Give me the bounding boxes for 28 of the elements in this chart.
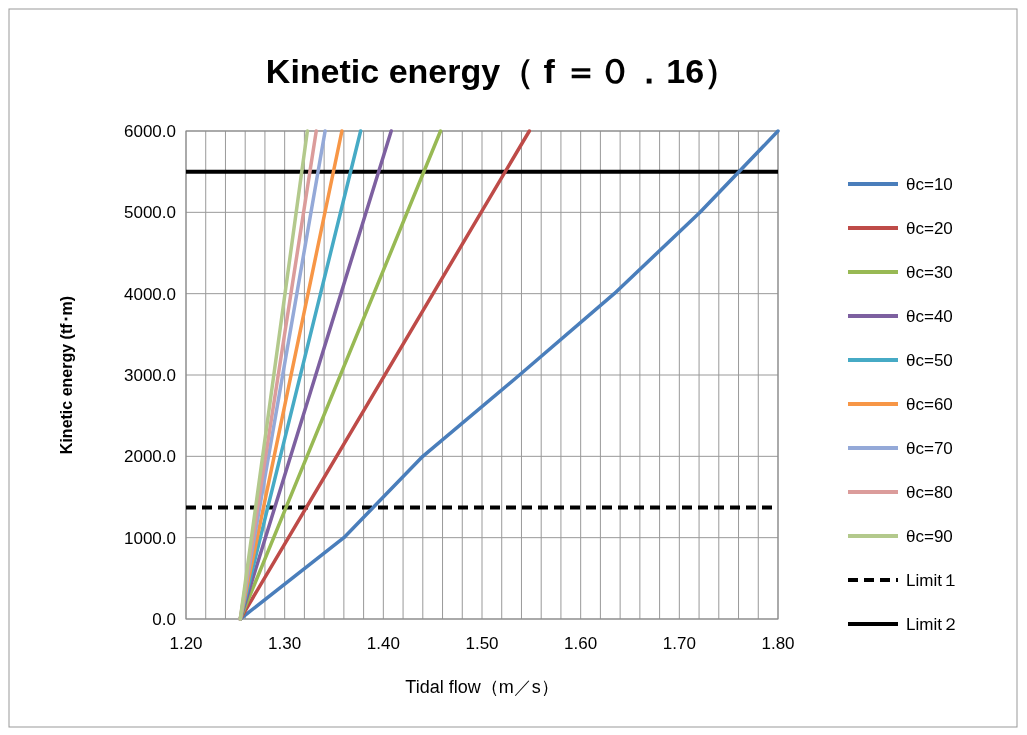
legend-label: θc=30 bbox=[906, 263, 953, 282]
chart-title: Kinetic energy（ f ＝０．16） bbox=[265, 52, 739, 90]
x-tick-label: 1.20 bbox=[169, 634, 203, 653]
y-tick-label: 6000.0 bbox=[124, 122, 176, 141]
y-axis-title: Kinetic energy (tf･m) bbox=[58, 295, 75, 455]
legend-label: θc=90 bbox=[906, 527, 953, 546]
legend-label: θc=60 bbox=[906, 395, 953, 414]
y-tick-label: 0.0 bbox=[152, 610, 176, 629]
legend-label: θc=40 bbox=[906, 307, 953, 326]
legend-label: θc=20 bbox=[906, 219, 953, 238]
x-tick-label: 1.70 bbox=[662, 634, 696, 653]
x-tick-label: 1.80 bbox=[761, 634, 795, 653]
x-tick-label: 1.50 bbox=[465, 634, 499, 653]
legend-label: θc=50 bbox=[906, 351, 953, 370]
y-tick-label: 5000.0 bbox=[124, 203, 176, 223]
y-tick-label: 4000.0 bbox=[124, 284, 176, 304]
legend-label: Limit１ bbox=[906, 571, 959, 590]
y-tick-label: 1000.0 bbox=[124, 528, 176, 548]
x-tick-label: 1.40 bbox=[366, 634, 400, 653]
legend-label: Limit２ bbox=[906, 615, 959, 634]
legend-label: θc=10 bbox=[906, 175, 953, 194]
y-tick-label: 3000.0 bbox=[124, 366, 176, 385]
legend-label: θc=70 bbox=[906, 439, 953, 458]
x-tick-label: 1.60 bbox=[564, 634, 598, 653]
x-tick-label: 1.30 bbox=[268, 634, 302, 653]
y-tick-label: 2000.0 bbox=[124, 447, 176, 467]
legend-label: θc=80 bbox=[906, 483, 953, 502]
x-axis-title: Tidal flow（m／s） bbox=[405, 677, 559, 697]
